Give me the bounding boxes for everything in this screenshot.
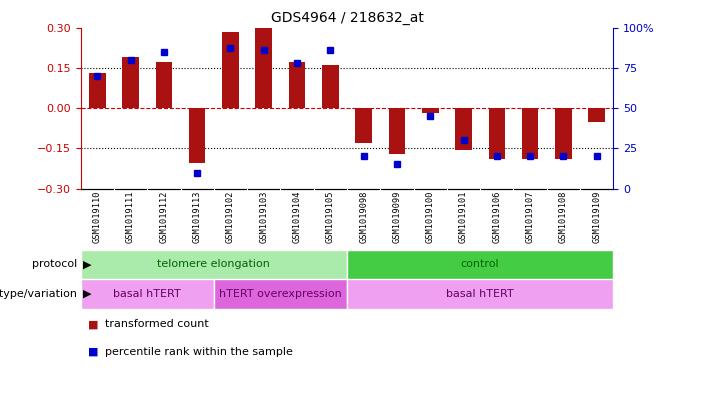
- Bar: [156, 62, 172, 108]
- Text: GSM1019113: GSM1019113: [193, 191, 202, 243]
- Text: GSM1019102: GSM1019102: [226, 191, 235, 243]
- Bar: [588, 108, 605, 121]
- Text: telomere elongation: telomere elongation: [157, 259, 271, 269]
- Bar: [347, 279, 613, 309]
- Text: GSM1019107: GSM1019107: [526, 191, 535, 243]
- Text: GSM1019099: GSM1019099: [393, 191, 402, 243]
- Text: percentile rank within the sample: percentile rank within the sample: [105, 347, 293, 357]
- Bar: [81, 279, 214, 309]
- Bar: [122, 57, 139, 108]
- Text: GSM1019112: GSM1019112: [159, 191, 168, 243]
- Bar: [388, 108, 405, 154]
- Bar: [355, 108, 372, 143]
- Bar: [81, 250, 347, 279]
- Text: basal hTERT: basal hTERT: [447, 289, 514, 299]
- Text: GSM1019111: GSM1019111: [126, 191, 135, 243]
- Text: basal hTERT: basal hTERT: [114, 289, 181, 299]
- Text: GSM1019108: GSM1019108: [559, 191, 568, 243]
- Bar: [489, 108, 505, 159]
- Text: hTERT overexpression: hTERT overexpression: [219, 289, 342, 299]
- Text: GSM1019110: GSM1019110: [93, 191, 102, 243]
- Text: ▶: ▶: [83, 259, 91, 269]
- Bar: [189, 108, 205, 163]
- Bar: [322, 65, 339, 108]
- Bar: [522, 108, 538, 159]
- Bar: [455, 108, 472, 150]
- Text: GSM1019106: GSM1019106: [492, 191, 501, 243]
- Title: GDS4964 / 218632_at: GDS4964 / 218632_at: [271, 11, 423, 25]
- Text: genotype/variation: genotype/variation: [0, 289, 77, 299]
- Text: ■: ■: [88, 347, 98, 357]
- Text: control: control: [461, 259, 500, 269]
- Text: ▶: ▶: [83, 289, 91, 299]
- Text: ■: ■: [88, 319, 98, 329]
- Text: GSM1019105: GSM1019105: [326, 191, 335, 243]
- Bar: [222, 31, 239, 108]
- Bar: [255, 28, 272, 108]
- Text: GSM1019100: GSM1019100: [426, 191, 435, 243]
- Text: transformed count: transformed count: [105, 319, 209, 329]
- Text: GSM1019103: GSM1019103: [259, 191, 268, 243]
- Bar: [422, 108, 439, 114]
- Text: GSM1019104: GSM1019104: [292, 191, 301, 243]
- Bar: [214, 279, 347, 309]
- Text: GSM1019098: GSM1019098: [359, 191, 368, 243]
- Bar: [347, 250, 613, 279]
- Bar: [89, 73, 106, 108]
- Text: GSM1019109: GSM1019109: [592, 191, 601, 243]
- Text: protocol: protocol: [32, 259, 77, 269]
- Bar: [555, 108, 572, 159]
- Text: GSM1019101: GSM1019101: [459, 191, 468, 243]
- Bar: [289, 62, 306, 108]
